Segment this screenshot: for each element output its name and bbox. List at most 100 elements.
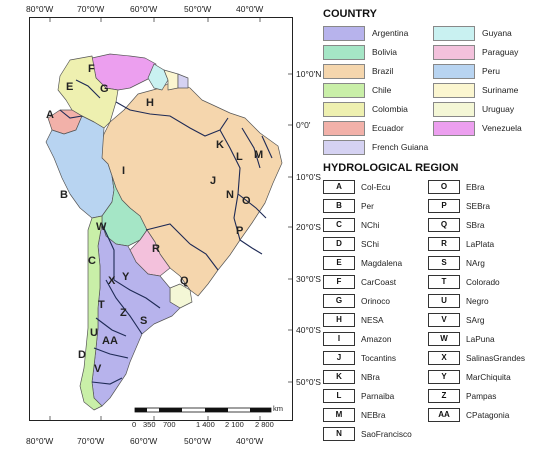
country-legend-label: Chile — [372, 85, 392, 95]
region-name: Pampas — [466, 391, 497, 401]
region-code: P — [428, 199, 460, 213]
country-legend-label: Bolivia — [372, 47, 398, 57]
lon-label-top: 40°0'W — [236, 4, 264, 14]
region-letter: V — [94, 363, 102, 375]
region-name: NEBra — [361, 410, 386, 420]
region-name: SArg — [466, 315, 485, 325]
country-legend-label: Peru — [482, 66, 500, 76]
region-code: F — [323, 275, 355, 289]
region-name: Amazon — [361, 334, 392, 344]
region-letter: A — [46, 109, 54, 121]
country-suriname — [163, 69, 179, 91]
region-letter: X — [108, 275, 116, 287]
country-swatch — [433, 83, 475, 98]
region-name: Magdalena — [361, 258, 403, 268]
region-code: B — [323, 199, 355, 213]
country-legend-label: French Guiana — [372, 142, 429, 152]
lon-label-top: 60°0'W — [130, 4, 158, 14]
region-letter: F — [88, 63, 95, 75]
region-code: Z — [428, 389, 460, 403]
country-swatch — [323, 140, 365, 155]
region-letter: E — [66, 81, 73, 93]
legend-panel: COUNTRY Argentina Bolivia Brazil Chile C… — [318, 4, 546, 454]
country-swatch — [433, 121, 475, 136]
region-name: Col-Ecu — [361, 182, 391, 192]
region-code: L — [323, 389, 355, 403]
lon-label-top: 80°0'W — [26, 4, 54, 14]
region-code: S — [428, 256, 460, 270]
region-code: J — [323, 351, 355, 365]
lon-label-bottom: 80°0'W — [26, 436, 54, 446]
region-name: NESA — [361, 315, 384, 325]
region-name: Colorado — [466, 277, 500, 287]
country-swatch — [323, 83, 365, 98]
region-name: Orinoco — [361, 296, 391, 306]
region-letter: W — [96, 221, 107, 233]
region-name: Per — [361, 201, 374, 211]
region-name: SEBra — [466, 201, 490, 211]
region-letter: T — [98, 299, 105, 311]
map-frame: A B C D E F G H I J K L M N O P Q R S T … — [29, 17, 293, 421]
region-name: NBra — [361, 372, 380, 382]
lon-label-top: 70°0'W — [77, 4, 105, 14]
lon-label-bottom: 60°0'W — [130, 436, 158, 446]
region-letter: O — [242, 195, 251, 207]
country-swatch — [433, 64, 475, 79]
region-code: M — [323, 408, 355, 422]
country-legend-label: Paraguay — [482, 47, 519, 57]
region-letter: AA — [102, 335, 118, 347]
region-letter: U — [90, 327, 98, 339]
lon-label-top: 50°0'W — [184, 4, 212, 14]
region-letter: M — [254, 149, 263, 161]
graticule-ticks — [49, 18, 292, 420]
region-letter: S — [140, 315, 147, 327]
scale-label: 700 — [163, 420, 176, 429]
region-letter: J — [210, 175, 216, 187]
region-name: SBra — [466, 220, 485, 230]
country-swatch — [323, 64, 365, 79]
country-legend-label: Venezuela — [482, 123, 522, 133]
region-letter: R — [152, 243, 160, 255]
scale-label: 0 — [132, 420, 137, 429]
region-code: I — [323, 332, 355, 346]
region-name: LaPlata — [466, 239, 495, 249]
lat-label: 20°0'S — [296, 222, 321, 232]
region-name: CarCoast — [361, 277, 397, 287]
region-code: AA — [428, 408, 460, 422]
hydro-region-boundaries — [59, 79, 273, 385]
country-swatch — [323, 45, 365, 60]
scale-label: 2 800 — [255, 420, 274, 429]
region-name: SalinasGrandes — [466, 353, 526, 363]
region-code: A — [323, 180, 355, 194]
country-chile — [79, 215, 103, 411]
region-letter: I — [122, 165, 125, 177]
region-letter: D — [78, 349, 86, 361]
region-name: EBra — [466, 182, 485, 192]
country-legend-label: Brazil — [372, 66, 394, 76]
lon-label-bottom: 70°0'W — [77, 436, 105, 446]
region-letter: Q — [180, 275, 189, 287]
lon-label-bottom: 40°0'W — [236, 436, 264, 446]
region-code: U — [428, 294, 460, 308]
region-name: LaPuna — [466, 334, 495, 344]
south-america-map: A B C D E F G H I J K L M N O P Q R S T … — [45, 18, 292, 420]
region-code: K — [323, 370, 355, 384]
country-swatch — [323, 26, 365, 41]
region-code: V — [428, 313, 460, 327]
country-legend-label: Suriname — [482, 85, 519, 95]
region-code: O — [428, 180, 460, 194]
region-letter: H — [146, 97, 154, 109]
region-name: SaoFrancisco — [361, 429, 412, 439]
region-code: X — [428, 351, 460, 365]
lat-label: 0°0' — [296, 120, 311, 130]
region-letter: Z — [120, 307, 127, 319]
lat-label: 40°0'S — [296, 325, 321, 335]
scale-label: 2 100 — [225, 420, 244, 429]
region-name: MarChiquita — [466, 372, 511, 382]
region-code: W — [428, 332, 460, 346]
country-swatch — [323, 121, 365, 136]
country-swatch — [323, 102, 365, 117]
region-letter: L — [236, 151, 243, 163]
region-letter: B — [60, 189, 68, 201]
region-name: SChi — [361, 239, 379, 249]
